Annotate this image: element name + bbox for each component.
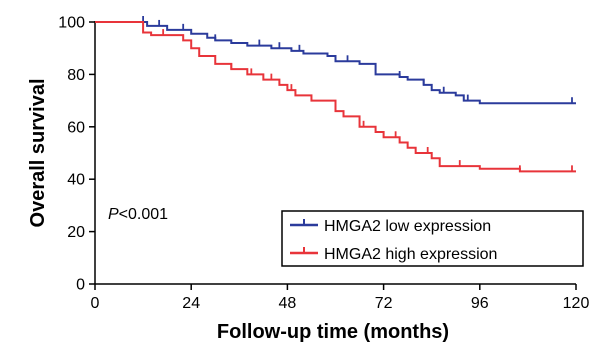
- x-axis-title: Follow-up time (months): [217, 321, 449, 343]
- survival-curve-high: [95, 22, 576, 171]
- y-tick-label: 40: [67, 172, 85, 189]
- legend-label-high: HMGA2 high expression: [324, 246, 497, 263]
- y-tick-label: 100: [58, 15, 85, 32]
- x-tick-label: 120: [563, 295, 590, 312]
- p-value-text: <0.001: [119, 206, 168, 223]
- p-value-symbol: P: [108, 206, 119, 223]
- y-tick-label: 60: [67, 119, 85, 136]
- x-tick-label: 0: [91, 295, 100, 312]
- legend-label-low: HMGA2 low expression: [324, 218, 491, 235]
- x-tick-label: 96: [471, 295, 489, 312]
- legend: HMGA2 low expression HMGA2 high expressi…: [282, 211, 583, 266]
- y-tick-label: 80: [67, 67, 85, 84]
- x-tick-label: 72: [375, 295, 393, 312]
- plot-area: 0 20 40 60 80 100 0 24 48 72 96 120: [58, 15, 589, 313]
- x-tick-label: 24: [182, 295, 200, 312]
- y-tick-label: 20: [67, 224, 85, 241]
- x-tick-label: 48: [279, 295, 297, 312]
- p-value-annotation: P<0.001: [108, 206, 168, 223]
- y-tick-label: 0: [76, 277, 85, 294]
- y-axis-title: Overall survival: [27, 79, 49, 228]
